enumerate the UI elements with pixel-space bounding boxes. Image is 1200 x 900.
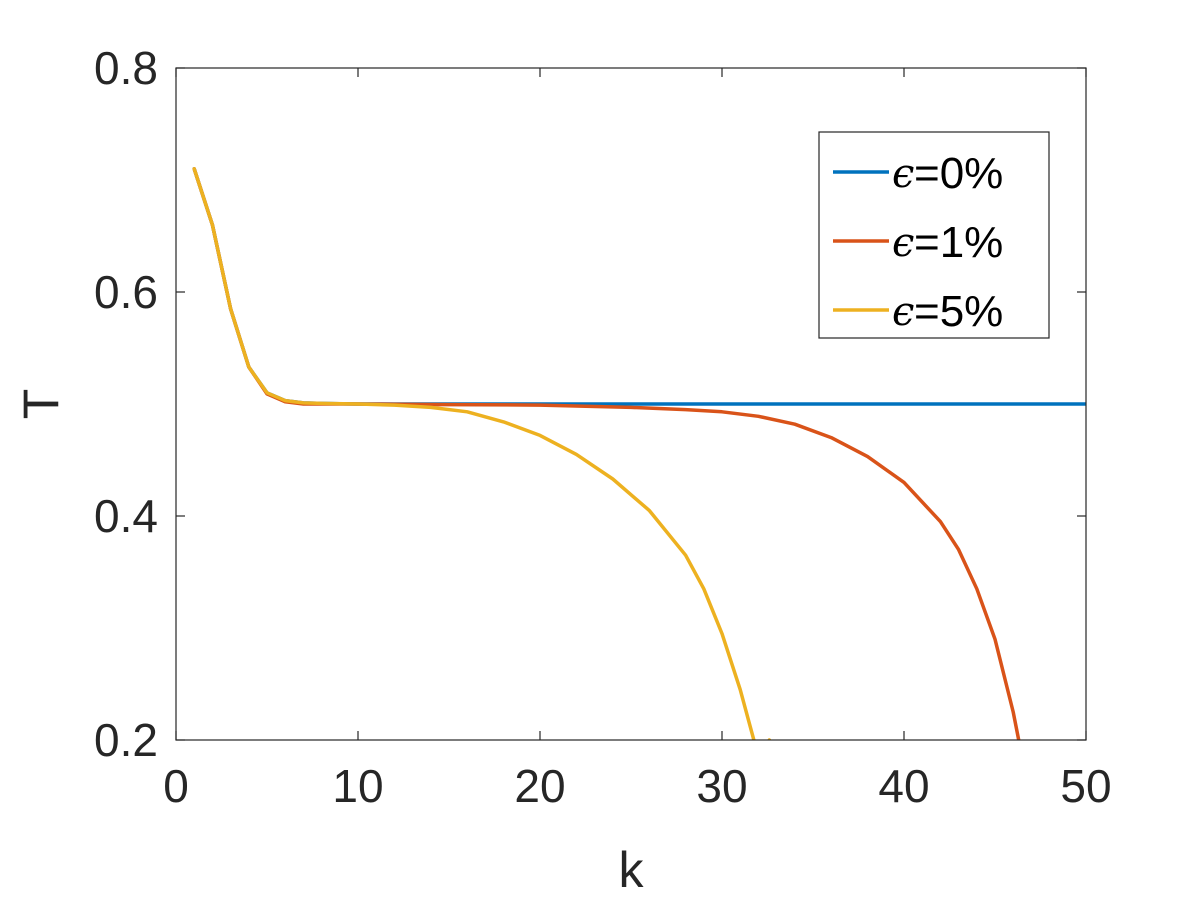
y-tick-label: 0.8 [94, 42, 158, 94]
y-tick-label: 0.4 [94, 490, 158, 542]
legend-label: =1% [914, 218, 1003, 267]
legend-label: =0% [914, 149, 1003, 198]
y-axis-label: T [13, 389, 69, 420]
legend: ϵ =0%ϵ =1%ϵ =5% [818, 131, 1050, 339]
legend-label: =5% [914, 287, 1003, 336]
axes-box [175, 67, 1087, 741]
x-tick-label: 50 [1060, 760, 1111, 812]
x-axis-label: k [619, 842, 645, 898]
tick-layer: 0 10 20 30 40 50 0.2 0.4 0.6 0.8 [94, 42, 1112, 812]
legend-entry-2: ϵ =1% [833, 218, 1003, 267]
series-layer [192, 167, 1086, 740]
plot-area: 0 10 20 30 40 50 0.2 0.4 0.6 0.8 [94, 42, 1112, 812]
x-tick-label: 10 [332, 760, 383, 812]
legend-symbol: ϵ [892, 289, 914, 335]
y-tick-label: 0.6 [94, 266, 158, 318]
x-tick-label: 30 [696, 760, 747, 812]
x-tick-label: 0 [163, 760, 189, 812]
x-tick-label: 40 [878, 760, 929, 812]
legend-entry-3: ϵ =5% [833, 287, 1003, 336]
legend-symbol: ϵ [892, 151, 914, 197]
legend-entry-1: ϵ =0% [833, 149, 1003, 198]
y-tick-label: 0.2 [94, 714, 158, 766]
legend-box [818, 131, 1050, 339]
legend-entries: ϵ =0%ϵ =1%ϵ =5% [833, 149, 1003, 336]
x-tick-label: 20 [514, 760, 565, 812]
series-line-3 [192, 167, 772, 740]
legend-symbol: ϵ [892, 220, 914, 266]
